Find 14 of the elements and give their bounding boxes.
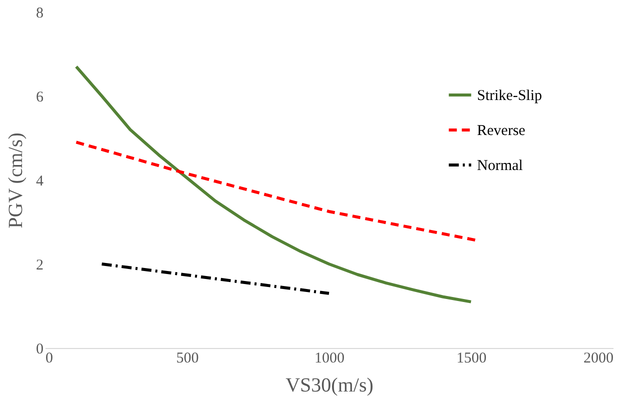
y-axis-title: PGV (cm/s) bbox=[5, 132, 27, 228]
line-series bbox=[74, 65, 472, 304]
y-tick-label: 2 bbox=[36, 258, 44, 274]
x-tick-label: 2000 bbox=[584, 350, 614, 366]
y-tick-label: 8 bbox=[36, 6, 44, 22]
legend-label: Strike-Slip bbox=[477, 88, 542, 104]
x-tick-label: 1500 bbox=[456, 350, 486, 366]
y-tick-label: 6 bbox=[36, 90, 44, 106]
legend-label: Reverse bbox=[477, 123, 526, 139]
x-tick-label: 1000 bbox=[314, 350, 344, 366]
y-tick-label: 4 bbox=[36, 174, 44, 190]
legend-label: Normal bbox=[477, 158, 523, 174]
x-tick-label: 500 bbox=[176, 350, 199, 366]
x-axis-title: VS30(m/s) bbox=[286, 374, 374, 396]
